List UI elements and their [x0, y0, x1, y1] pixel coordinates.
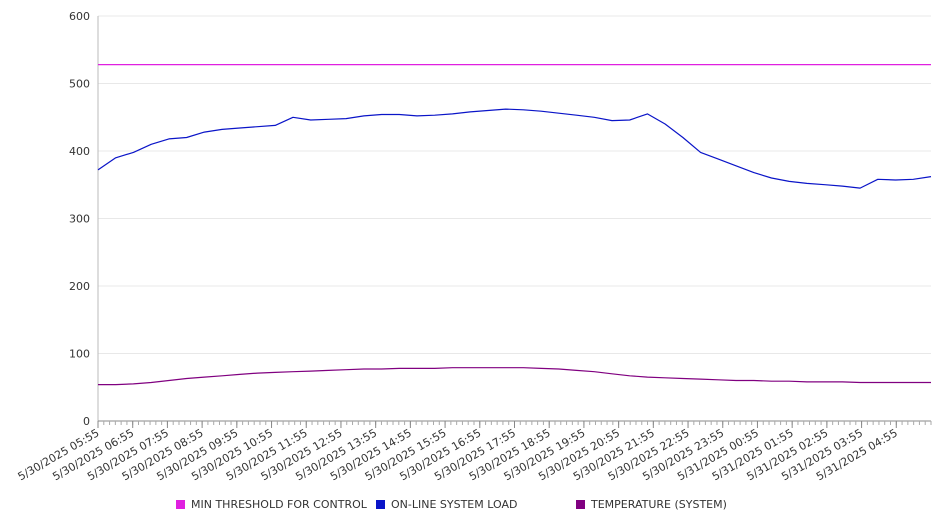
legend-swatch [376, 500, 385, 509]
legend-item-system-load: ON-LINE SYSTEM LOAD [376, 498, 517, 511]
series-line-2 [97, 108, 932, 189]
legend-label: TEMPERATURE (SYSTEM) [591, 498, 727, 511]
y-tick-label: 600 [69, 10, 90, 23]
legend: MIN THRESHOLD FOR CONTROL ON-LINE SYSTEM… [0, 498, 946, 514]
y-tick-label: 100 [69, 348, 90, 361]
axes [97, 16, 932, 428]
legend-swatch [576, 500, 585, 509]
y-tick-label: 0 [83, 415, 90, 428]
y-tick-label: 400 [69, 145, 90, 158]
y-tick-label: 500 [69, 78, 90, 91]
y-tick-label: 300 [69, 213, 90, 226]
legend-label: ON-LINE SYSTEM LOAD [391, 498, 518, 511]
series-line-3 [98, 367, 931, 386]
y-tick-label: 200 [69, 280, 90, 293]
legend-item-min-threshold: MIN THRESHOLD FOR CONTROL [176, 498, 367, 511]
legend-item-temperature: TEMPERATURE (SYSTEM) [576, 498, 727, 511]
legend-swatch [176, 500, 185, 509]
series-lines [97, 63, 932, 386]
legend-label: MIN THRESHOLD FOR CONTROL [191, 498, 367, 511]
gridlines [98, 15, 931, 354]
